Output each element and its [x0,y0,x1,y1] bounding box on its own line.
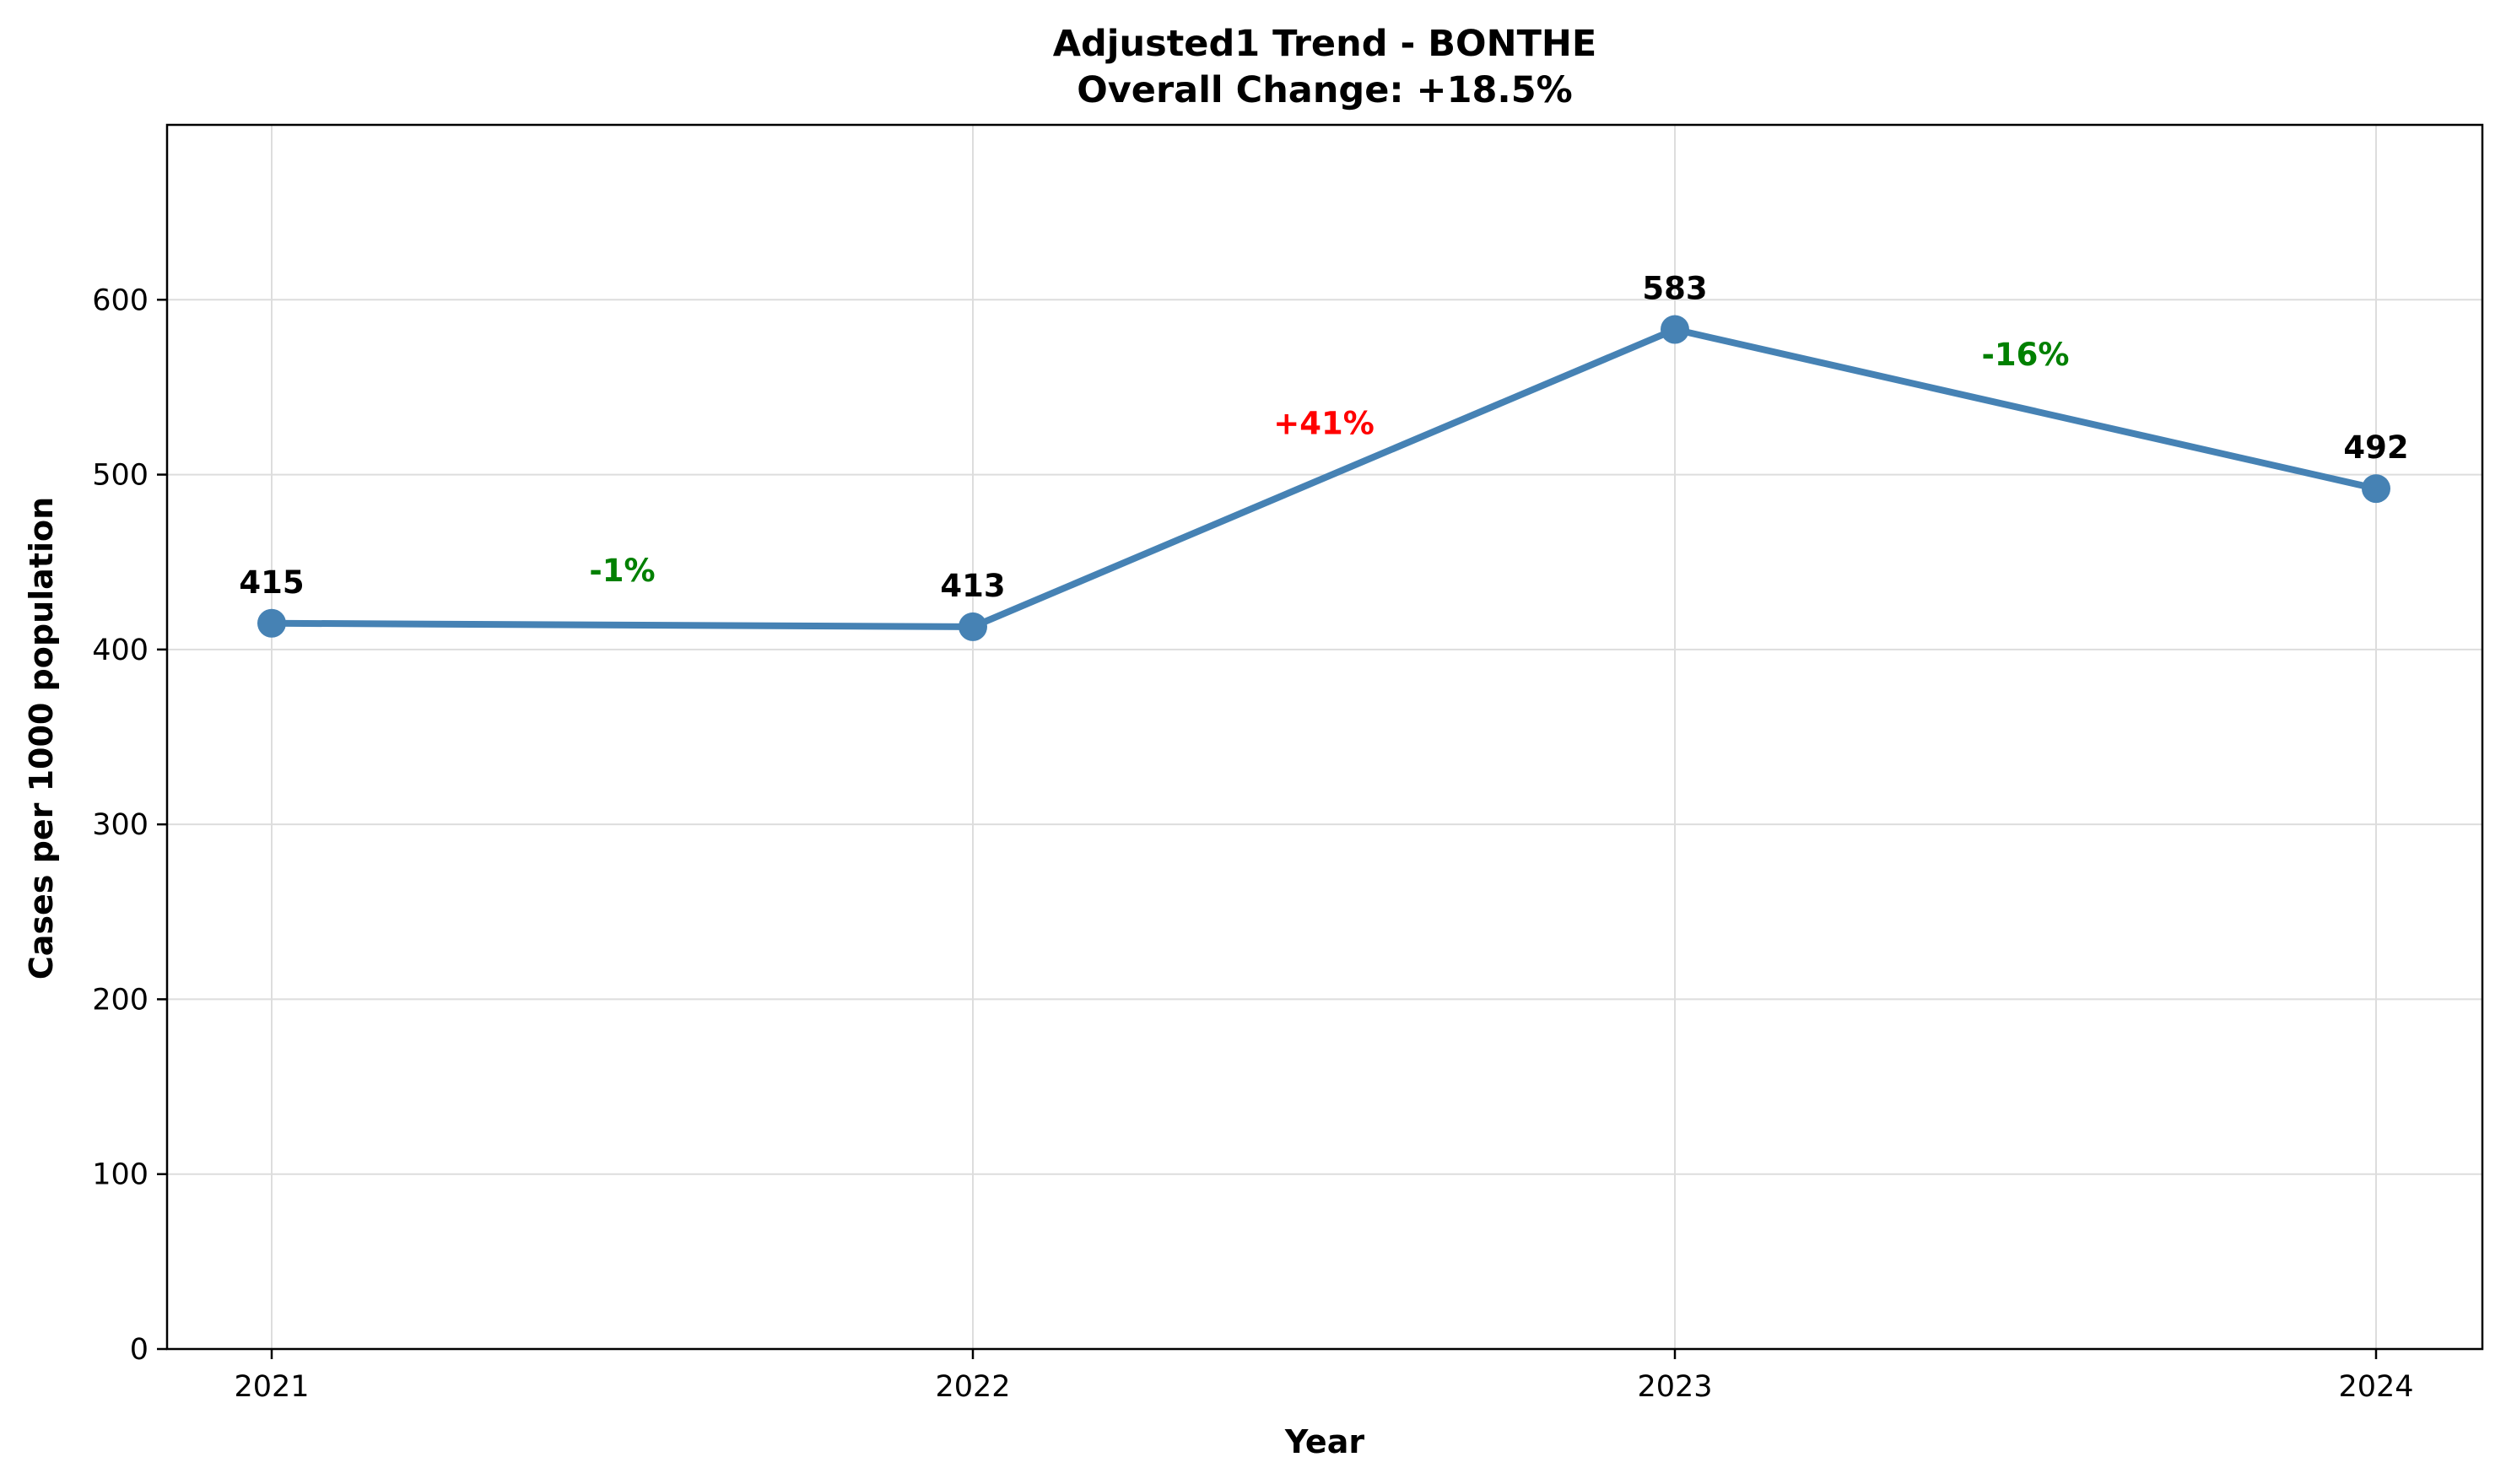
x-axis-label: Year [1284,1423,1364,1460]
data-label: 583 [1642,271,1707,307]
data-point [2362,474,2390,504]
data-labels: 415 413 583 492 -1% +41% -16% [239,271,2408,604]
data-label: 492 [2343,429,2408,466]
y-tick-label: 100 [92,1158,149,1192]
y-axis-label: Cases per 1000 population [23,497,60,979]
data-label: 415 [239,564,304,601]
data-label: 413 [940,568,1005,604]
change-label: -16% [1982,337,2070,373]
y-tick-label: 0 [130,1333,149,1367]
y-tick-label: 400 [92,634,149,667]
data-point [257,608,286,638]
chart-subtitle: Overall Change: +18.5% [1077,69,1573,111]
data-point [1661,315,1689,344]
grid [167,125,2482,1350]
series-adjusted1 [257,315,2390,641]
data-point [959,612,987,641]
y-tick-label: 500 [92,459,149,493]
axis-ticks: 0 100 200 300 400 500 600 2021 2022 2023 2024 [92,283,2413,1404]
change-label: -1% [589,553,655,589]
y-tick-label: 200 [92,983,149,1017]
change-label: +41% [1273,406,1375,442]
y-tick-label: 600 [92,283,149,317]
plot-frame [165,123,2484,1351]
x-tick-label: 2021 [234,1370,309,1404]
x-tick-label: 2022 [935,1370,1010,1404]
x-tick-label: 2024 [2338,1370,2413,1404]
y-tick-label: 300 [92,808,149,842]
chart-title: Adjusted1 Trend - BONTHE [1053,23,1597,65]
x-tick-label: 2023 [1637,1370,1712,1404]
series-line [268,326,2379,630]
